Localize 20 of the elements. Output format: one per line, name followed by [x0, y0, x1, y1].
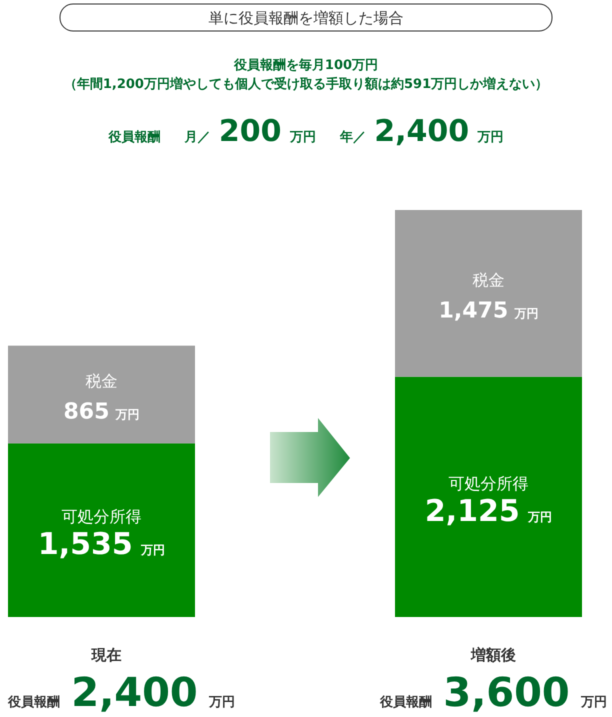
- text: （年間1,200万円増やしても個人で受け取る手取り額は約591万円しか増えない）: [64, 77, 548, 92]
- text: 可処分所得: [448, 474, 528, 493]
- x-tick-label: 増額後: [470, 646, 516, 664]
- total-label: 役員報酬 2,400 万円: [7, 670, 235, 716]
- bar: [8, 346, 195, 444]
- x-tick-label: 現在: [90, 646, 122, 664]
- series-label: 税金: [86, 372, 118, 391]
- series-label: 可処分所得: [62, 507, 142, 526]
- text: 税金: [472, 270, 504, 290]
- data-label: 865 万円: [63, 400, 140, 425]
- bar: [8, 443, 195, 617]
- bar: [395, 210, 582, 377]
- data-label: 1,475 万円: [438, 298, 538, 324]
- total-label: 役員報酬 3,600 万円: [379, 670, 607, 716]
- text: 役員報酬を毎月100万円: [234, 58, 378, 73]
- text: 役員報酬 月／ 200 万円 年／ 2,400 万円: [108, 114, 504, 149]
- bar: [395, 376, 582, 617]
- data-label: 1,535 万円: [38, 527, 166, 562]
- chart-title: 単に役員報酬を増額した場合: [208, 9, 404, 27]
- data-label: 2,125 万円: [424, 494, 552, 529]
